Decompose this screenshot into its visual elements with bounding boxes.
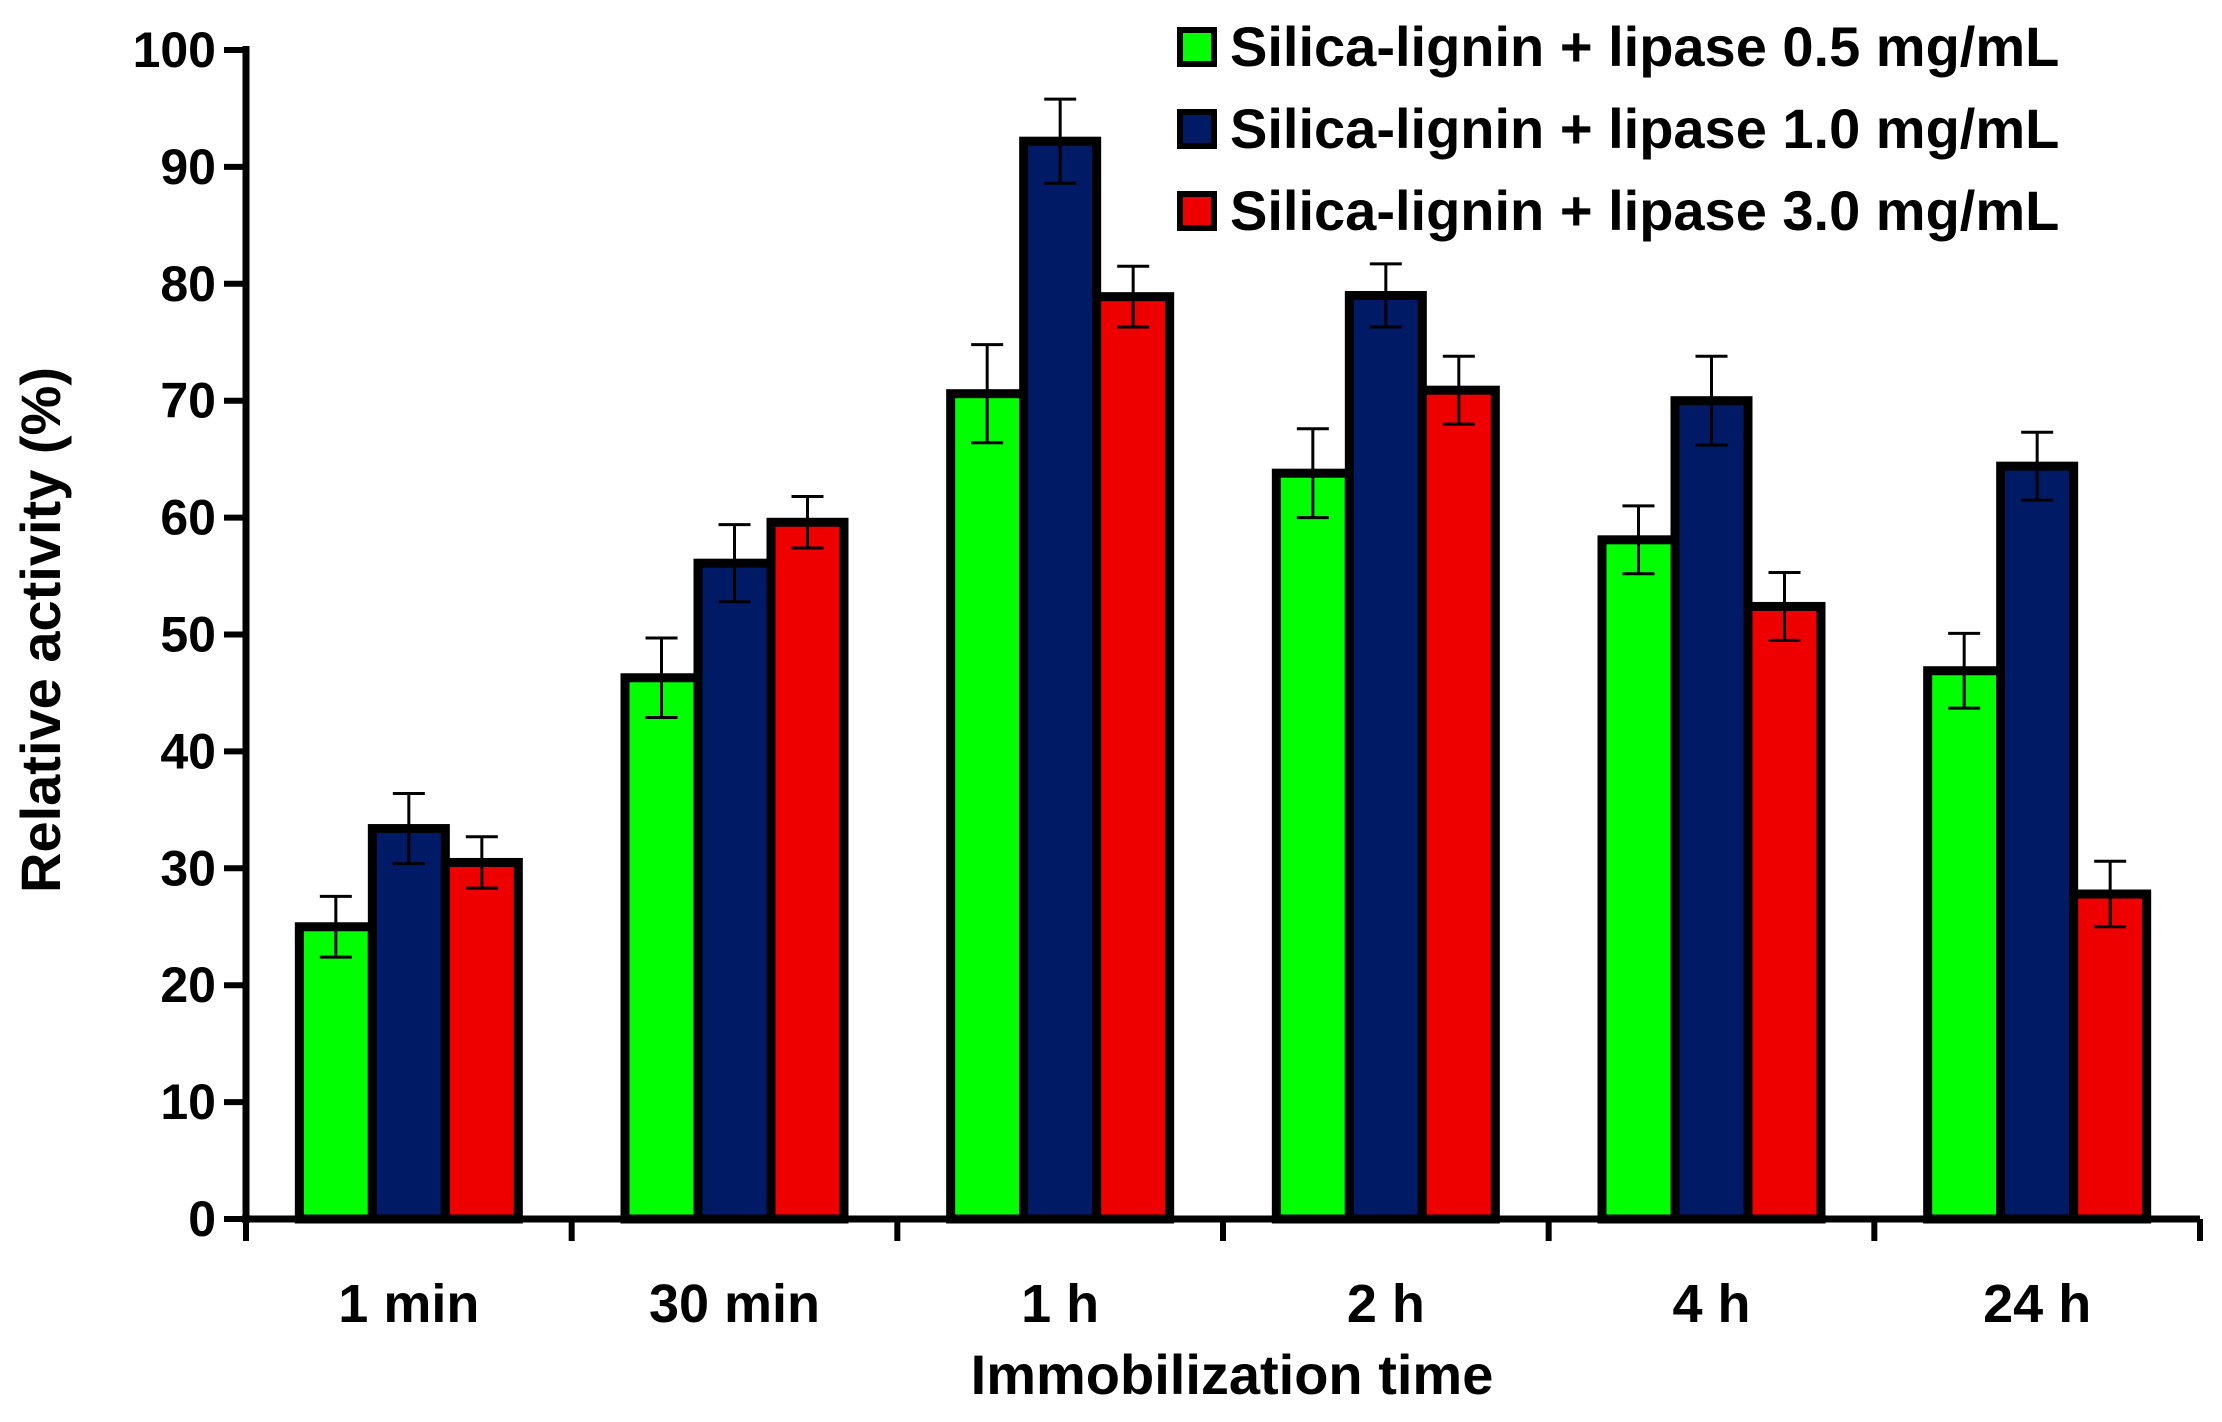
error-bar-3-4: [1442, 354, 1475, 426]
legend-item-2: Silica-lignin + lipase 1.0 mg/mL: [1177, 97, 2059, 160]
bar-2-6: [1996, 461, 2079, 1224]
bars-layer: [294, 136, 2152, 1224]
bar-3-6: [2069, 889, 2152, 1224]
y-tick-label: 100: [133, 22, 216, 78]
y-tick-label: 90: [160, 139, 216, 195]
x-tick-label: 24 h: [1983, 1274, 2091, 1334]
y-tick-label: 80: [160, 256, 216, 312]
bar-1-5: [1597, 535, 1680, 1224]
bar-2-1: [367, 824, 450, 1224]
error-bar-1-2: [645, 636, 678, 719]
y-tick-label: 0: [188, 1191, 216, 1247]
bar-2-3: [1019, 136, 1102, 1224]
legend-item-3: Silica-lignin + lipase 3.0 mg/mL: [1177, 179, 2059, 242]
bar-1-1: [294, 922, 377, 1224]
x-tick-label: 1 min: [338, 1274, 479, 1334]
error-bar-2-3: [1044, 97, 1077, 185]
y-tick-label: 20: [160, 957, 216, 1013]
error-bar-1-4: [1296, 427, 1329, 520]
error-bar-1-5: [1622, 504, 1655, 576]
legend-label: Silica-lignin + lipase 3.0 mg/mL: [1230, 179, 2059, 242]
error-bar-2-2: [718, 523, 751, 604]
x-tick-label: 1 h: [1021, 1274, 1099, 1334]
y-tick-label: 60: [160, 490, 216, 546]
bar-3-2: [766, 517, 849, 1224]
x-tick-label: 2 h: [1347, 1274, 1425, 1334]
x-tick-label: 30 min: [649, 1274, 820, 1334]
error-bar-2-6: [2021, 430, 2054, 502]
y-axis-title: Relative activity (%): [9, 367, 72, 893]
bar-1-4: [1271, 468, 1354, 1224]
legend-swatch: [1177, 27, 1217, 67]
error-bars-layer: [319, 97, 2127, 959]
bar-2-5: [1670, 396, 1753, 1224]
bar-3-1: [440, 857, 523, 1224]
axes-layer: 0 10 20 30 40 50 60 70 80 90 100 1 min 30 min 1 h 2 h 4…: [133, 22, 2203, 1334]
bar-3-4: [1417, 385, 1500, 1224]
bar-3-3: [1092, 292, 1175, 1224]
y-tick-label: 10: [160, 1074, 216, 1130]
legend-item-1: Silica-lignin + lipase 0.5 mg/mL: [1177, 15, 2059, 78]
error-bar-3-3: [1117, 264, 1150, 329]
y-tick-label: 70: [160, 373, 216, 429]
legend-swatch: [1177, 109, 1217, 149]
error-bar-3-1: [465, 835, 498, 890]
y-tick-label: 30: [160, 840, 216, 896]
x-tick-label: 4 h: [1672, 1274, 1750, 1334]
error-bar-1-3: [971, 343, 1004, 445]
bar-2-4: [1344, 290, 1427, 1224]
error-bar-3-2: [791, 495, 824, 550]
error-bar-3-6: [2094, 859, 2127, 929]
legend-label: Silica-lignin + lipase 0.5 mg/mL: [1230, 15, 2059, 78]
error-bar-1-6: [1948, 631, 1981, 710]
error-bar-2-1: [392, 791, 425, 866]
error-bar-3-5: [1768, 571, 1801, 642]
x-axis-title: Immobilization time: [971, 1343, 1494, 1406]
legend-label: Silica-lignin + lipase 1.0 mg/mL: [1230, 97, 2059, 160]
legend: Silica-lignin + lipase 0.5 mg/mL Silica-l…: [1177, 15, 2059, 242]
error-bar-2-4: [1369, 262, 1402, 329]
error-bar-1-1: [319, 894, 352, 959]
error-bar-2-5: [1695, 354, 1728, 447]
y-tick-label: 40: [160, 723, 216, 779]
y-tick-label: 50: [160, 607, 216, 663]
bar-1-6: [1923, 666, 2006, 1224]
bar-1-2: [620, 673, 703, 1224]
bar-2-2: [693, 558, 776, 1224]
bar-1-3: [946, 389, 1029, 1224]
legend-swatch: [1177, 191, 1217, 231]
bar-3-5: [1743, 601, 1826, 1224]
